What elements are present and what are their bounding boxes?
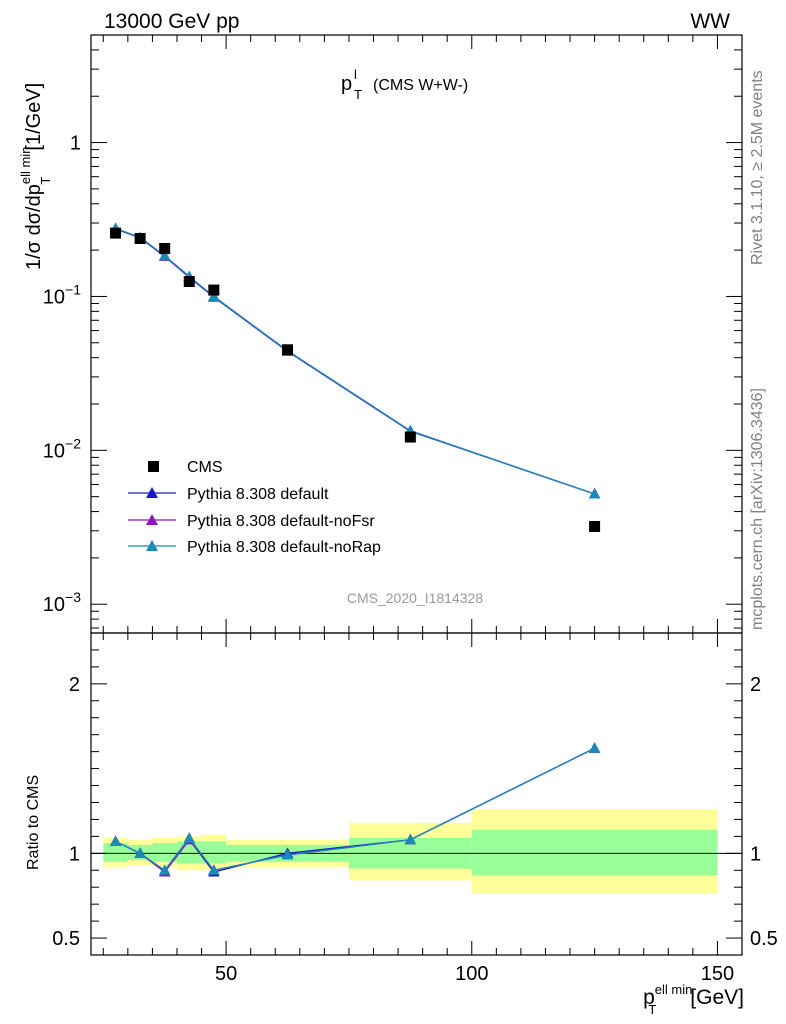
series-2-point-main-4	[208, 290, 220, 301]
legend-marker-nofsr	[146, 514, 158, 525]
y-ratio-tick-label-right-1: 1	[750, 843, 761, 865]
series-2-point-ratio-5	[281, 849, 294, 860]
legend-marker-cms	[148, 461, 159, 472]
ratio-band-green-4	[201, 841, 227, 864]
ratio-band-green-2	[152, 843, 177, 862]
data-point-1	[134, 232, 146, 244]
y-main-tick-label-3: 1	[70, 133, 81, 155]
series-2-point-ratio-7	[588, 742, 601, 753]
legend-marker-norap	[146, 540, 158, 551]
series-2-point-main-2	[158, 249, 171, 261]
data-points	[110, 227, 601, 532]
y-ratio-tick-label-right-0: 0.5	[750, 928, 778, 950]
series-2-point-ratio-1	[134, 847, 146, 858]
legend-label-default: Pythia 8.308 default	[187, 486, 329, 503]
y-main-tick-label-0: 10−3	[43, 589, 81, 616]
title-sub: T	[354, 87, 362, 102]
y-main-tick-label-2: 10−1	[43, 281, 81, 308]
x-tick-label-1: 100	[455, 963, 488, 985]
legend-label-norap: Pythia 8.308 default-noRap	[187, 539, 381, 556]
series-2-point-main-7	[588, 488, 601, 499]
series-2-point-ratio-0	[109, 835, 122, 846]
y-ratio-tick-label-right-2: 2	[750, 674, 761, 696]
series-2-point-ratio-3	[183, 832, 195, 843]
axes	[90, 34, 743, 956]
mcplots-label: mcplots.cern.ch [arXiv:1306.3436]	[749, 388, 766, 630]
title-sup: l	[354, 67, 357, 82]
analysis-watermark: CMS_2020_I1814328	[347, 590, 483, 606]
ratio-uncertainty-bands	[103, 809, 718, 894]
rivet-label: Rivet 3.1.10, ≥ 2.5M events	[749, 70, 766, 265]
series-2-point-ratio-4	[208, 864, 220, 875]
x-axis-label: pell min T[GeV]	[643, 982, 744, 1017]
header-left: 13000 GeV pp	[104, 10, 239, 33]
data-point-5	[282, 344, 294, 356]
legend-label-nofsr: Pythia 8.308 default-noFsr	[187, 513, 375, 530]
data-point-6	[404, 431, 416, 443]
y-ratio-tick-label-left-1: 1	[69, 843, 80, 865]
ratio-band-green-0	[103, 843, 128, 862]
ratio-y-axis-label: Ratio to CMS	[25, 775, 42, 870]
legend-label-cms: CMS	[187, 459, 223, 476]
ratio-band-green-3	[176, 841, 202, 864]
main-y-axis-label: 1/σ dσ/dpell min T[1/GeV]	[18, 83, 53, 270]
series-2-point-ratio-2	[158, 864, 171, 875]
series-2-point-ratio-6	[404, 833, 417, 845]
y-main-tick-label-1: 10−2	[43, 435, 81, 462]
data-point-0	[110, 227, 122, 239]
data-point-7	[589, 520, 601, 532]
series-line-main-0	[115, 228, 595, 495]
y-ratio-tick-label-left-0: 0.5	[52, 928, 80, 950]
legend: CMS Pythia 8.308 default Pythia 8.308 de…	[128, 459, 381, 556]
x-tick-label-0: 50	[215, 963, 237, 985]
x-tick-label-2: 150	[701, 963, 734, 985]
title-main: p	[341, 73, 352, 95]
data-point-3	[183, 276, 195, 288]
data-point-4	[208, 284, 220, 296]
plot-title: p l T (CMS W+W-)	[341, 67, 468, 102]
header-right: WW	[690, 10, 730, 33]
ratio-frame	[90, 632, 743, 956]
series-line-main-1	[115, 227, 595, 495]
y-ratio-tick-label-left-2: 2	[69, 674, 80, 696]
ratio-band-green-7	[471, 829, 718, 876]
tick-labels: 50 100 150 10−3 10−2 10−1 1 0.5 0.5 1 1 2 2	[43, 133, 778, 985]
series-line-main-2	[115, 227, 595, 495]
title-rest: (CMS W+W-)	[373, 77, 468, 94]
data-point-2	[159, 242, 171, 254]
legend-marker-default	[146, 487, 158, 498]
